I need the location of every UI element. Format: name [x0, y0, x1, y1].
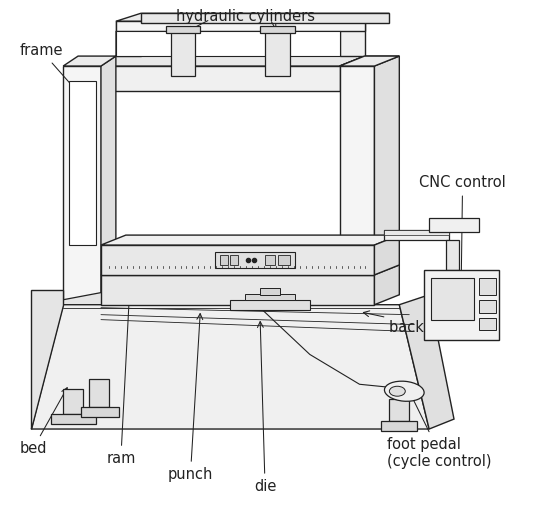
- Polygon shape: [375, 265, 399, 305]
- Polygon shape: [116, 31, 340, 56]
- Text: bed: bed: [19, 388, 67, 456]
- Polygon shape: [81, 407, 119, 417]
- Polygon shape: [260, 26, 295, 33]
- Polygon shape: [381, 421, 417, 431]
- Polygon shape: [101, 31, 375, 280]
- Polygon shape: [101, 56, 116, 320]
- Polygon shape: [424, 270, 499, 339]
- Polygon shape: [340, 56, 399, 66]
- Polygon shape: [278, 255, 290, 265]
- Ellipse shape: [384, 381, 424, 401]
- Polygon shape: [431, 278, 474, 320]
- Polygon shape: [221, 255, 228, 265]
- Polygon shape: [389, 399, 409, 421]
- Polygon shape: [265, 31, 290, 76]
- Polygon shape: [230, 255, 238, 265]
- Polygon shape: [51, 414, 96, 424]
- Polygon shape: [170, 31, 195, 76]
- Polygon shape: [116, 21, 141, 56]
- Text: punch: punch: [168, 314, 213, 482]
- Polygon shape: [101, 245, 375, 275]
- Polygon shape: [69, 81, 96, 245]
- Polygon shape: [216, 252, 295, 268]
- Text: hydraulic cylinders: hydraulic cylinders: [175, 10, 315, 24]
- Text: foot pedal
(cycle control): foot pedal (cycle control): [387, 385, 492, 469]
- Polygon shape: [375, 235, 399, 275]
- Polygon shape: [101, 66, 340, 91]
- Polygon shape: [340, 21, 365, 56]
- Polygon shape: [101, 275, 375, 305]
- Polygon shape: [141, 13, 389, 23]
- Polygon shape: [384, 230, 449, 235]
- Text: die: die: [254, 322, 276, 494]
- Polygon shape: [446, 240, 459, 270]
- Polygon shape: [245, 294, 295, 300]
- Text: ram: ram: [106, 272, 135, 466]
- Polygon shape: [166, 26, 200, 33]
- Polygon shape: [101, 56, 365, 91]
- Polygon shape: [479, 318, 496, 330]
- Polygon shape: [375, 56, 399, 280]
- Polygon shape: [63, 389, 83, 414]
- Text: CNC control: CNC control: [419, 175, 506, 296]
- Polygon shape: [101, 265, 399, 275]
- Polygon shape: [31, 305, 429, 429]
- Polygon shape: [265, 255, 275, 265]
- Polygon shape: [230, 300, 310, 310]
- Polygon shape: [479, 278, 496, 295]
- Polygon shape: [479, 300, 496, 313]
- Polygon shape: [63, 56, 116, 66]
- Polygon shape: [63, 66, 101, 320]
- Polygon shape: [101, 235, 399, 245]
- Polygon shape: [340, 66, 375, 280]
- Polygon shape: [340, 56, 399, 66]
- Polygon shape: [101, 56, 365, 66]
- Polygon shape: [116, 13, 389, 21]
- Polygon shape: [89, 379, 109, 407]
- Polygon shape: [31, 290, 63, 429]
- Polygon shape: [429, 218, 479, 232]
- Polygon shape: [63, 290, 116, 320]
- Polygon shape: [399, 295, 454, 429]
- Text: back gauge: back gauge: [364, 311, 475, 335]
- Polygon shape: [116, 21, 365, 31]
- Polygon shape: [384, 230, 449, 240]
- Ellipse shape: [389, 386, 405, 396]
- Text: frame: frame: [19, 43, 79, 93]
- Polygon shape: [63, 305, 121, 325]
- Polygon shape: [260, 288, 280, 295]
